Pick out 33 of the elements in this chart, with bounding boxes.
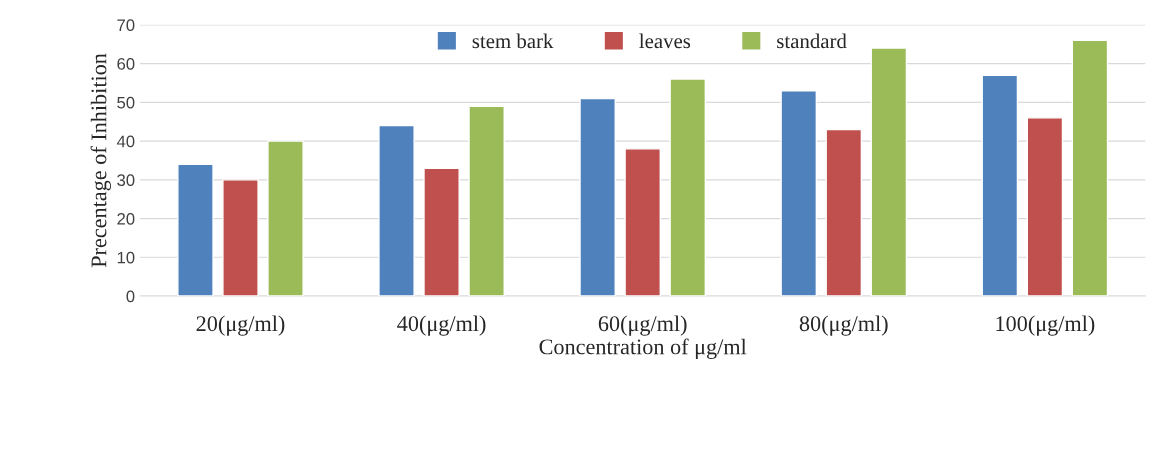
x-tick-label: 100(μg/ml) — [996, 315, 1095, 336]
x-tick-label: 60(μg/ml) — [598, 315, 687, 336]
bar — [423, 167, 460, 297]
bar — [780, 90, 818, 297]
bar — [624, 148, 661, 297]
y-tick-label: 40 — [116, 135, 135, 148]
x-tick-label: 20(μg/ml) — [196, 315, 285, 336]
x-axis-title: Concentration of μg/ml — [539, 338, 747, 359]
bar — [222, 179, 259, 297]
bar — [669, 78, 707, 297]
y-tick-label: 30 — [117, 174, 135, 187]
legend-label: stem bark — [472, 33, 554, 49]
bar — [177, 163, 214, 297]
bar — [378, 124, 415, 297]
y-axis-title: Precentage of Inhibition — [90, 53, 111, 268]
bar — [267, 140, 304, 297]
bar — [825, 128, 863, 297]
y-tick-label: 20 — [117, 212, 135, 225]
y-tick-label: 70 — [117, 19, 135, 32]
bar — [1026, 117, 1064, 297]
bar — [1071, 39, 1109, 297]
y-tick-label: 60 — [117, 58, 135, 70]
y-tick-label: 0 — [126, 290, 135, 303]
y-tick-label: 50 — [117, 96, 135, 109]
bar — [870, 47, 908, 297]
legend-label: leaves — [639, 33, 691, 49]
bar — [579, 97, 616, 297]
x-tick-label: 80(μg/ml) — [799, 315, 888, 336]
bar — [981, 74, 1019, 297]
legend-label: standard — [777, 33, 847, 49]
bar — [468, 105, 505, 297]
x-tick-label: 40(μg/ml) — [397, 315, 486, 336]
y-tick-label: 10 — [117, 251, 135, 264]
